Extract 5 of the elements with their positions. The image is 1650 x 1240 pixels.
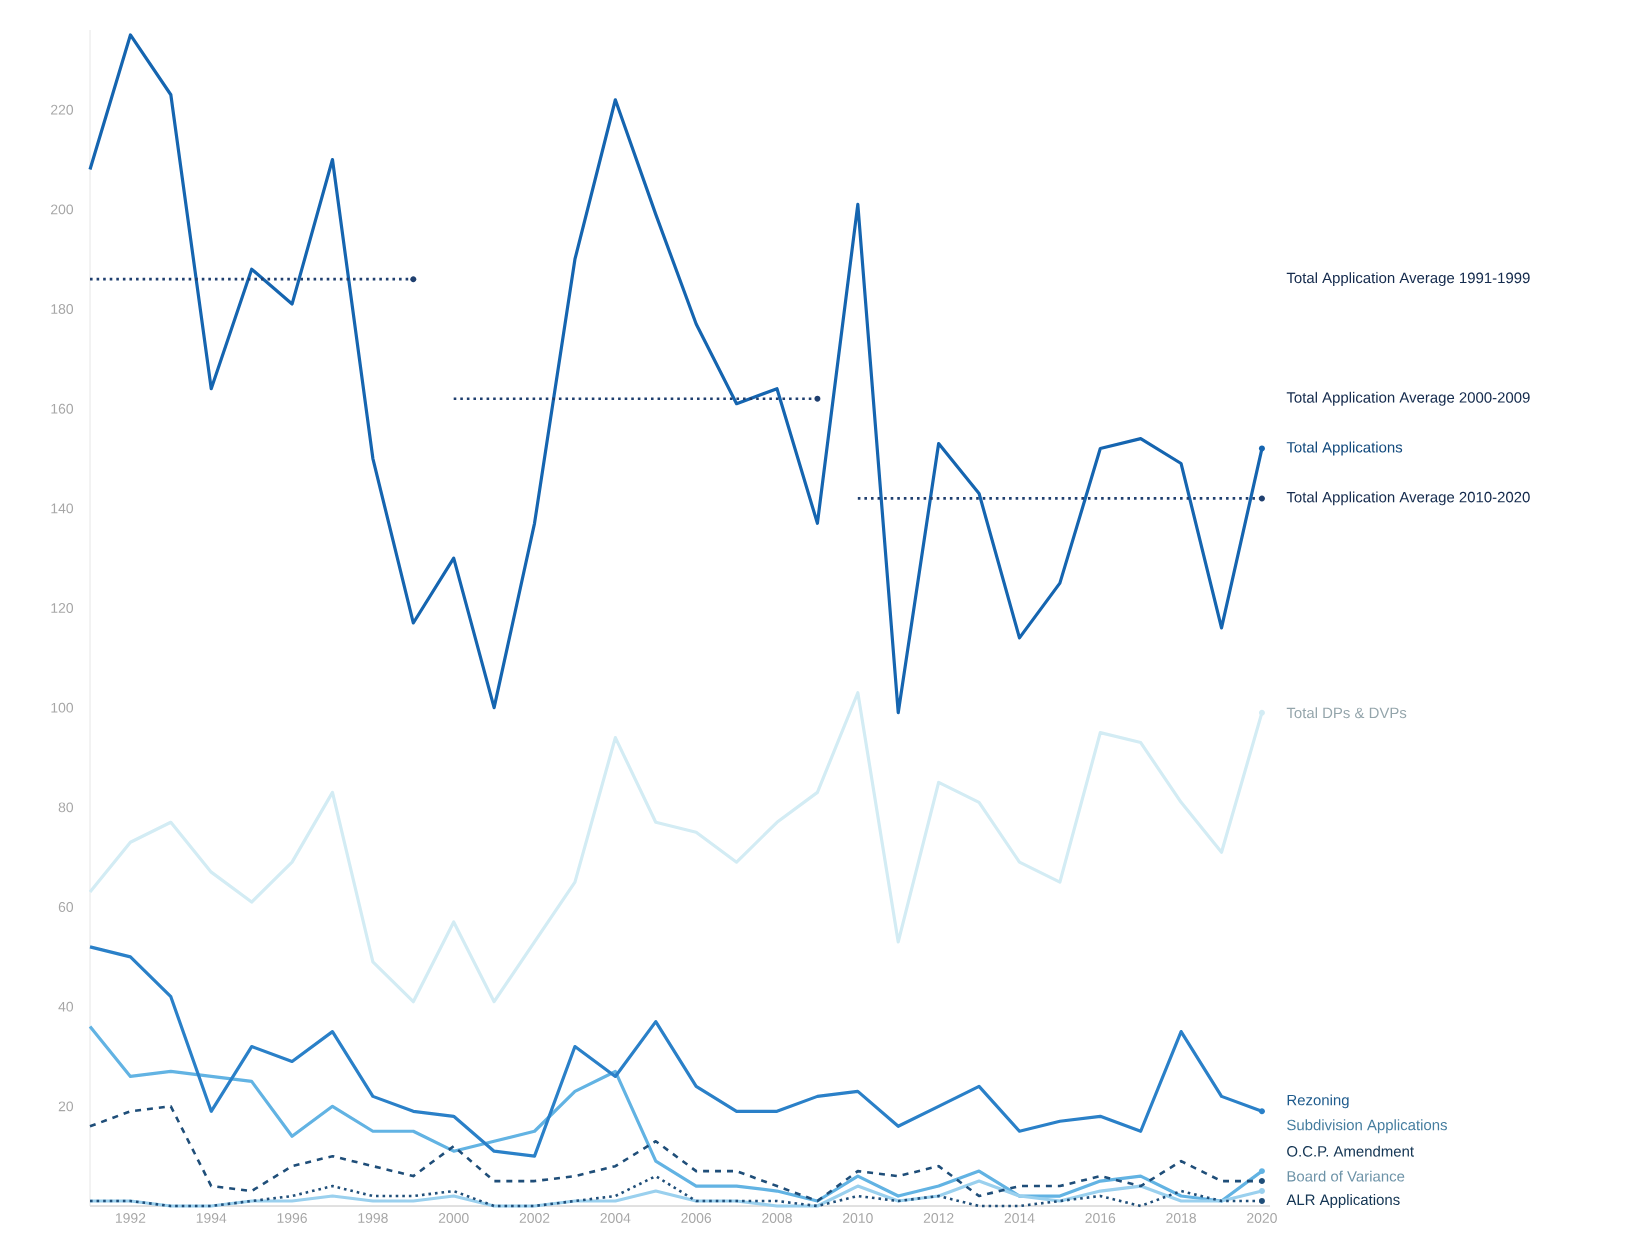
line-series xyxy=(88,33,1265,715)
line-series xyxy=(88,691,1265,1004)
line-series xyxy=(88,1025,1265,1203)
point xyxy=(410,276,417,283)
line-series xyxy=(88,945,1265,1158)
